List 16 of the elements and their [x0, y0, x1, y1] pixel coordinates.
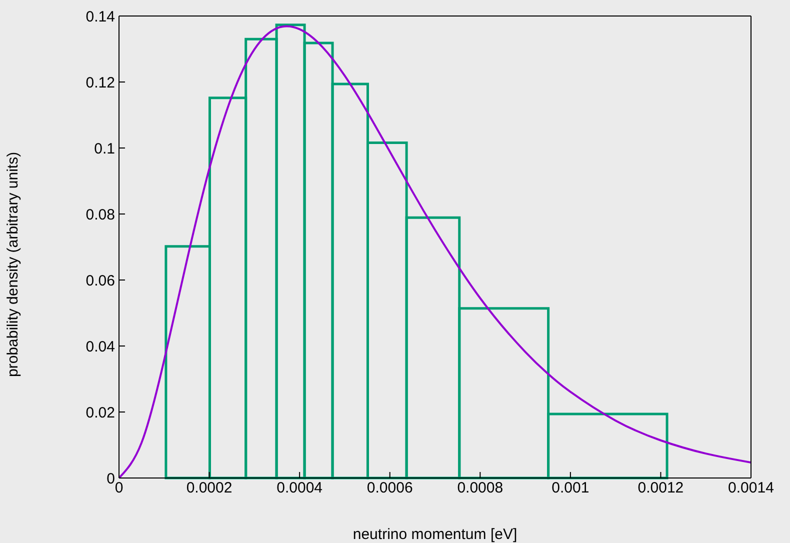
- x-tick-label: 0.0014: [728, 480, 774, 497]
- x-tick-label: 0.0004: [276, 480, 323, 497]
- x-tick-label: 0.0002: [186, 480, 232, 497]
- x-tick-label: 0.0006: [366, 480, 413, 497]
- y-axis-title: probability density (arbitrary units): [4, 152, 22, 377]
- x-axis-title: neutrino momentum [eV]: [352, 526, 518, 543]
- y-tick-label: 0.14: [86, 8, 115, 26]
- y-tick-label: 0.08: [86, 206, 115, 224]
- y-tick-label: 0.12: [86, 74, 115, 92]
- y-tick-label: 0.1: [94, 140, 115, 158]
- y-tick-label: 0.04: [86, 338, 115, 356]
- x-tick-label: 0.0012: [638, 480, 684, 497]
- x-tick-label: 0.0008: [457, 480, 504, 497]
- x-tick-label: 0.001: [552, 480, 590, 497]
- y-tick-label: 0.02: [86, 404, 115, 422]
- y-tick-label: 0.06: [86, 272, 115, 290]
